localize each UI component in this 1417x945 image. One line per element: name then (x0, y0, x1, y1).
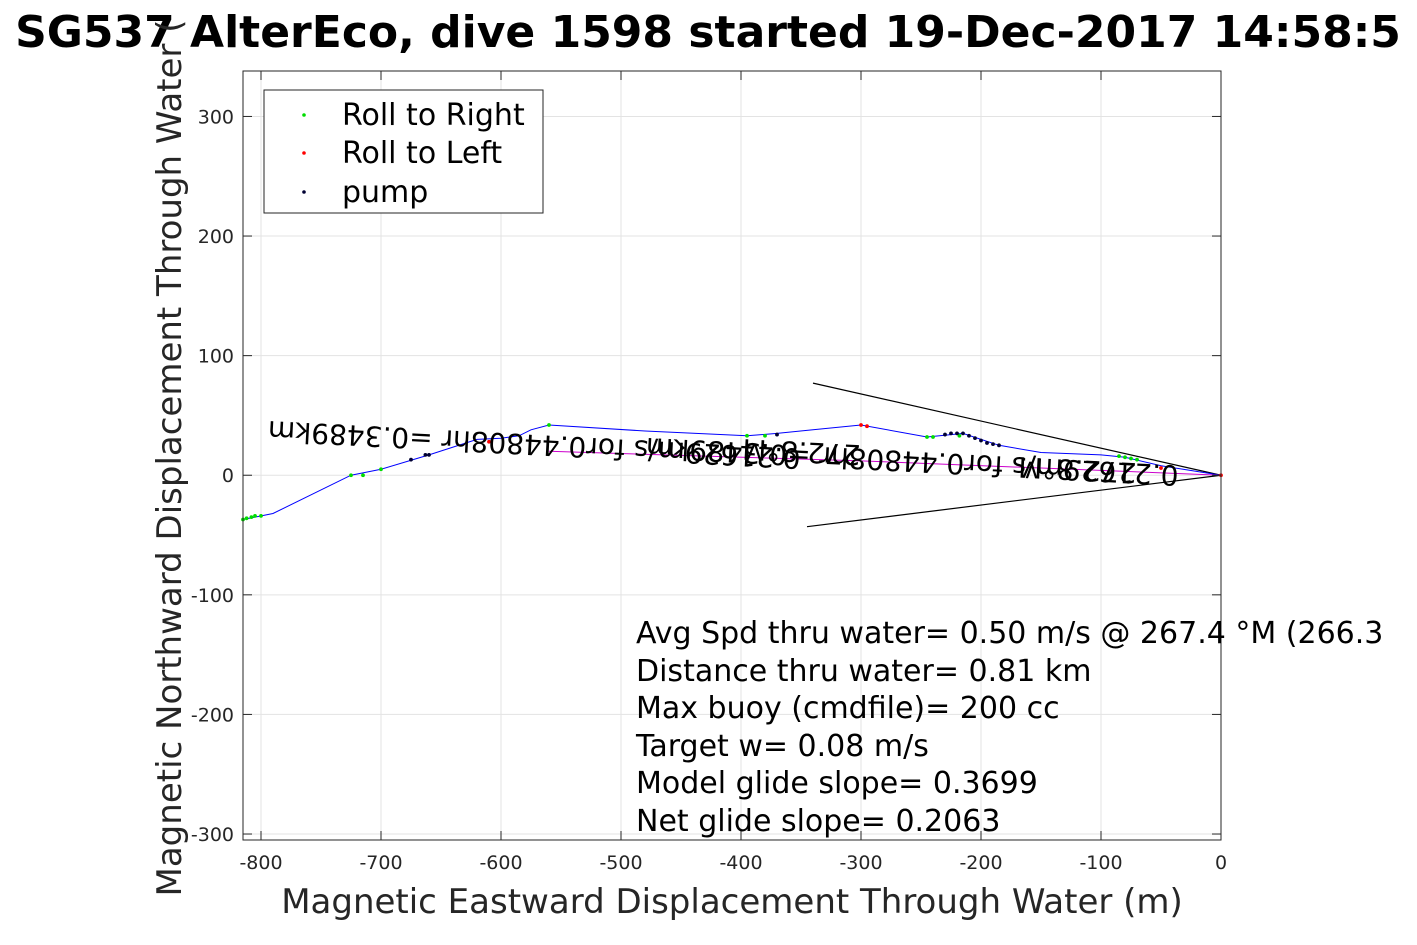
plot-lines (242, 382, 1222, 528)
roll-left-point (487, 439, 491, 444)
x-tick-label: -300 (839, 852, 882, 874)
legend-label-pump: pump (342, 175, 428, 210)
x-tick-label: -400 (719, 852, 762, 874)
roll-right-point (1123, 455, 1127, 460)
markers (241, 423, 1223, 522)
annotation-target-w: Target w= 0.08 m/s (635, 729, 929, 764)
x-tick-label: -600 (479, 852, 522, 874)
roll-right-point (253, 513, 257, 518)
roll-right-point (1117, 454, 1121, 458)
x-tick-label: -700 (359, 852, 402, 874)
pump-point (961, 431, 965, 436)
roll-right-point (1129, 456, 1133, 461)
legend-marker-roll-right (302, 113, 306, 117)
pump-point (949, 431, 953, 436)
x-tick-label: -800 (239, 852, 282, 874)
x-tick-label: -100 (1079, 852, 1122, 874)
annotation-block: Avg Spd thru water= 0.50 m/s @ 267.4 °M … (635, 616, 1383, 839)
y-tick-label: -200 (191, 704, 234, 726)
roll-right-point (931, 435, 935, 439)
x-tick-label: -500 (599, 852, 642, 874)
x-tick-label: 0 (1215, 852, 1227, 874)
pump-point (955, 431, 959, 436)
roll-right-point (361, 473, 365, 478)
legend-marker-roll-left (302, 151, 306, 155)
roll-right-point (249, 515, 254, 519)
legend-label-roll-left: Roll to Left (342, 136, 502, 171)
pump-point (985, 441, 989, 445)
roll-right-point (957, 433, 962, 438)
pump-point (967, 433, 971, 438)
annotation-distance: Distance thru water= 0.81 km (636, 654, 1091, 689)
roll-right-point (1135, 457, 1139, 462)
pump-point (943, 432, 947, 437)
annotation-avg-speed: Avg Spd thru water= 0.50 m/s @ 267.4 °M … (636, 616, 1383, 651)
roll-left-point (1159, 466, 1163, 470)
series-current (548, 450, 1222, 476)
roll-right-point (763, 433, 767, 438)
y-tick-label: -300 (191, 824, 234, 846)
y-tick-label: -100 (191, 585, 234, 607)
series-track (242, 424, 1222, 520)
current-vector-line-1 (806, 474, 1222, 528)
legend-label-roll-right: Roll to Right (342, 98, 525, 133)
annotation-model-glide: Model glide slope= 0.3699 (636, 766, 1038, 801)
current-vector-line-0 (812, 382, 1222, 476)
roll-right-point (547, 423, 551, 427)
y-tick-label: 300 (198, 106, 234, 128)
pump-point (427, 453, 431, 457)
x-tick-label: -200 (959, 852, 1002, 874)
annotation-max-buoy: Max buoy (cmdfile)= 200 cc (636, 691, 1060, 726)
roll-right-point (745, 433, 749, 438)
y-tick-label: 0 (222, 465, 234, 487)
roll-right-point (379, 467, 383, 472)
annotation-net-glide: Net glide slope= 0.2063 (636, 804, 1000, 839)
axes-box (242, 70, 1222, 841)
pump-point (775, 432, 779, 437)
pump-point (409, 457, 413, 462)
legend-marker-pump (302, 190, 306, 194)
pump-point (973, 436, 977, 441)
y-axis-label: Magnetic Northward Displacement Through … (150, 20, 190, 897)
y-tick-label: 100 (198, 346, 234, 368)
roll-left-point (865, 424, 869, 429)
pump-point (997, 443, 1001, 448)
roll-right-point (244, 516, 249, 521)
x-axis-label: Magnetic Eastward Displacement Through W… (281, 882, 1183, 922)
pump-point (979, 438, 983, 443)
y-tick-label: 200 (198, 226, 234, 248)
roll-right-point (925, 435, 929, 439)
legend: Roll to Right Roll to Left pump (263, 89, 544, 214)
roll-right-point (349, 473, 353, 478)
legend-box (263, 89, 544, 214)
pump-point (991, 442, 995, 447)
rotated-annotation-1: 272.8°M (741, 432, 861, 471)
roll-right-point (259, 513, 263, 518)
rotated-annotation-2: 272.8°M (1017, 450, 1137, 489)
chart-title: SG537 AlterEco, dive 1598 started 19-Dec… (15, 7, 1401, 58)
pump-point (423, 453, 428, 457)
roll-left-point (859, 423, 863, 427)
ticks: -800 -700 -600 -500 -400 -300 -200 -100 0 -300 -20… (191, 71, 1227, 874)
